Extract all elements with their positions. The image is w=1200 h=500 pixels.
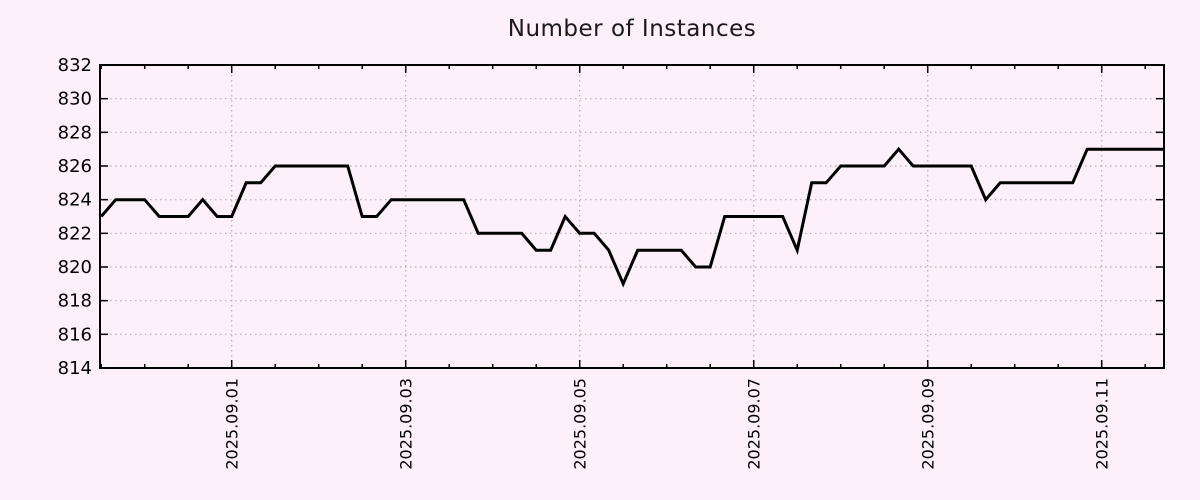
x-tick-label: 2025.09.03 <box>397 378 416 470</box>
x-tick-label: 2025.09.07 <box>745 378 764 470</box>
y-tick-label: 814 <box>58 358 92 379</box>
y-tick-label: 832 <box>58 55 92 76</box>
x-tick-label: 2025.09.01 <box>223 378 242 470</box>
y-tick-label: 820 <box>58 257 92 278</box>
y-tick-label: 816 <box>58 324 92 345</box>
y-tick-label: 824 <box>58 190 92 211</box>
plot-border <box>99 64 1165 369</box>
x-tick-label: 2025.09.11 <box>1093 378 1112 470</box>
y-tick-label: 822 <box>58 223 92 244</box>
y-tick-label: 818 <box>58 291 92 312</box>
y-tick-label: 830 <box>58 89 92 110</box>
y-tick-label: 828 <box>58 122 92 143</box>
y-tick-label: 826 <box>58 156 92 177</box>
chart-title: Number of Instances <box>507 16 757 42</box>
data-line <box>100 146 1164 288</box>
x-tick-label: 2025.09.09 <box>919 378 938 470</box>
x-tick-label: 2025.09.05 <box>571 378 590 470</box>
